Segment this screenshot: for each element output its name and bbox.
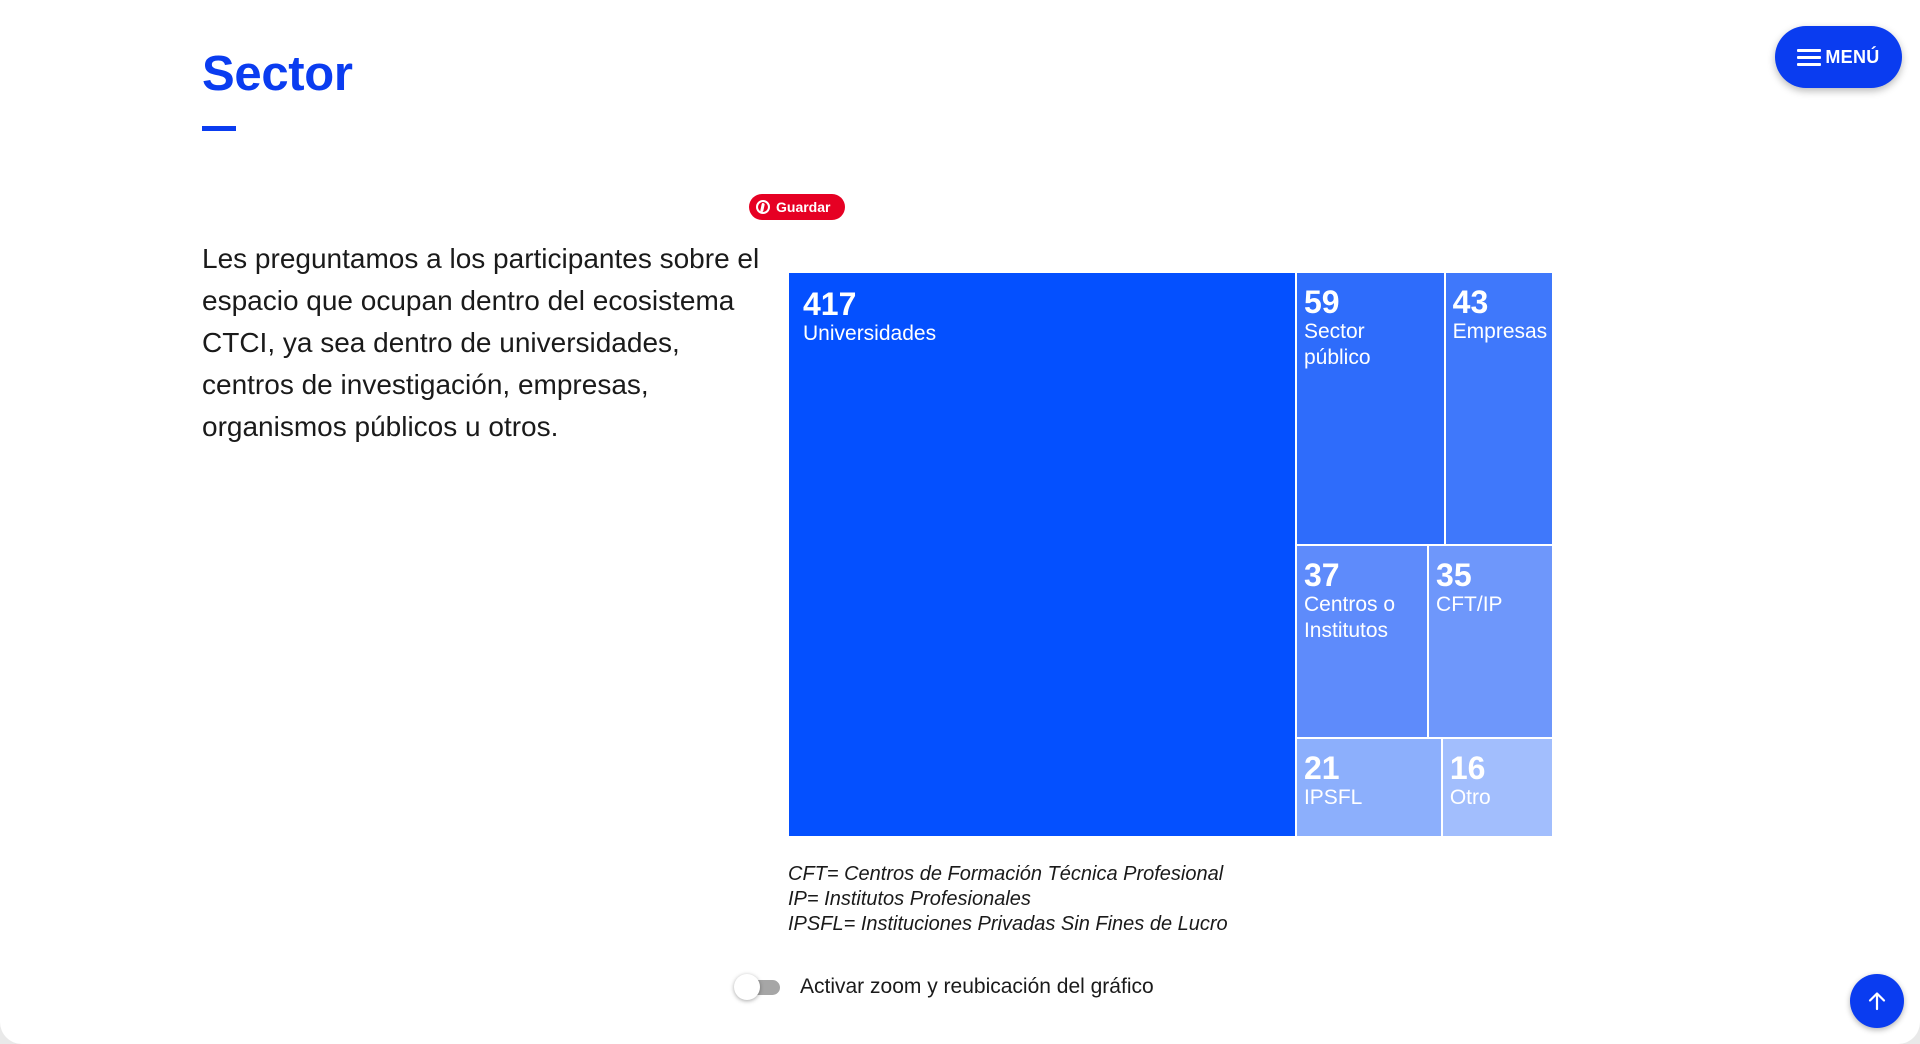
treemap-tile-centros-institutos[interactable]: 37 Centros o Institutos bbox=[1295, 545, 1429, 738]
toggle-knob bbox=[734, 974, 760, 1000]
tile-label: Otro bbox=[1449, 785, 1491, 809]
tile-label: Centros o Institutos bbox=[1303, 593, 1396, 643]
zoom-toggle-switch[interactable] bbox=[734, 973, 784, 1001]
arrow-up-icon bbox=[1868, 992, 1886, 1011]
treemap-tile-sector-publico[interactable]: 59 Sector público bbox=[1295, 272, 1445, 546]
zoom-toggle-row: Activar zoom y reubicación del gráfico bbox=[734, 973, 1154, 1001]
pinterest-icon bbox=[756, 200, 770, 214]
page-title: Sector bbox=[202, 47, 353, 101]
title-underline bbox=[202, 126, 236, 131]
note-line: IPSFL= Instituciones Privadas Sin Fines … bbox=[788, 913, 1228, 935]
sector-treemap[interactable]: 417 Universidades 59 Sector público 43 E… bbox=[788, 272, 1553, 837]
treemap-tile-ipsfl[interactable]: 21 IPSFL bbox=[1295, 737, 1442, 837]
note-line: IP= Institutos Profesionales bbox=[788, 888, 1031, 910]
scroll-to-top-button[interactable] bbox=[1850, 974, 1904, 1028]
tile-value: 37 bbox=[1303, 557, 1340, 594]
treemap-tile-universidades[interactable]: 417 Universidades bbox=[788, 272, 1296, 837]
tile-value: 35 bbox=[1436, 557, 1472, 594]
tile-label: IPSFL bbox=[1303, 785, 1363, 809]
tile-value: 21 bbox=[1303, 749, 1340, 786]
pinterest-save-label: Guardar bbox=[776, 199, 831, 215]
treemap-tile-otro[interactable]: 16 Otro bbox=[1441, 737, 1553, 837]
treemap-tile-cft-ip[interactable]: 35 CFT/IP bbox=[1428, 545, 1553, 738]
menu-label: MENÚ bbox=[1825, 46, 1880, 67]
tile-label: Sector público bbox=[1303, 320, 1371, 369]
tile-value: 417 bbox=[803, 286, 857, 322]
tile-label: CFT/IP bbox=[1436, 593, 1503, 617]
note-line: CFT= Centros de Formación Técnica Profes… bbox=[788, 863, 1224, 885]
intro-text: Les preguntamos a los participantes sobr… bbox=[202, 243, 760, 442]
abbreviation-notes: CFT= Centros de Formación Técnica Profes… bbox=[788, 862, 1228, 937]
pinterest-save-button[interactable]: Guardar bbox=[749, 194, 845, 220]
menu-button[interactable]: MENÚ bbox=[1775, 26, 1902, 88]
tile-label: Universidades bbox=[803, 322, 937, 345]
hamburger-icon bbox=[1797, 48, 1822, 66]
treemap-tile-empresas[interactable]: 43 Empresas bbox=[1444, 272, 1553, 546]
tile-label: Empresas bbox=[1452, 320, 1548, 343]
tile-value: 59 bbox=[1303, 284, 1340, 320]
zoom-toggle-label: Activar zoom y reubicación del gráfico bbox=[800, 975, 1154, 998]
tile-value: 43 bbox=[1452, 284, 1489, 320]
tile-value: 16 bbox=[1449, 749, 1486, 786]
